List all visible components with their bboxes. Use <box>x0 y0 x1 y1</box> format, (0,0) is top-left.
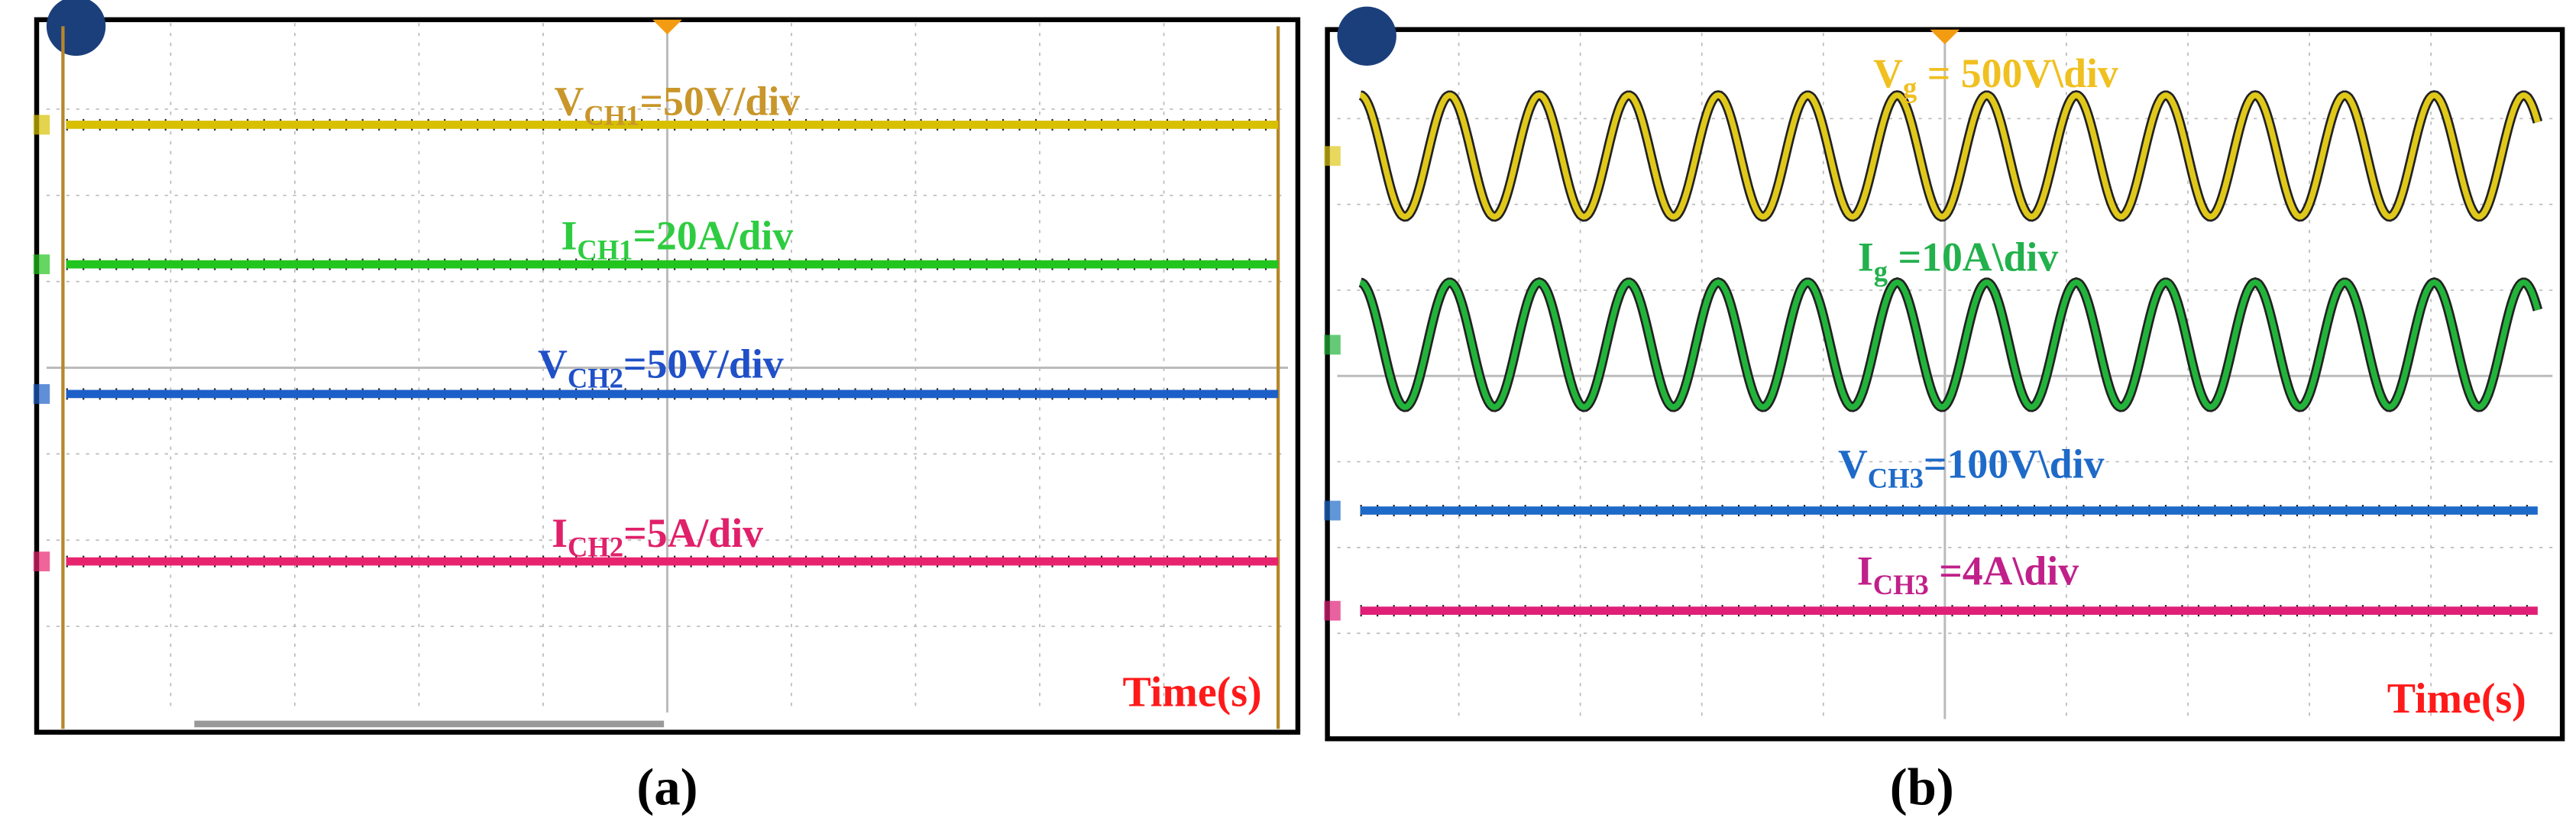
waveform <box>1359 279 2541 410</box>
trace-symbol: V <box>555 78 584 124</box>
trace-symbol: I <box>1858 234 1874 280</box>
channel-marker <box>33 115 50 135</box>
trigger-icon <box>1930 29 1960 45</box>
panel-caption: (b) <box>1890 758 1954 816</box>
trace-subscript: CH3 <box>1873 569 1929 600</box>
trace-label: ICH3 =4A\div <box>1857 548 2079 600</box>
trace-scale: =50V/div <box>623 341 784 386</box>
channel-marker <box>1324 335 1341 355</box>
trigger-icon <box>652 19 682 35</box>
trace-label: VCH3=100V\div <box>1838 441 2105 494</box>
trace-symbol: V <box>538 341 568 386</box>
trace-scale: = 500V\div <box>1917 50 2118 96</box>
channel-marker <box>1324 600 1341 621</box>
channel-marker <box>33 551 50 572</box>
trace-symbol: I <box>1857 548 1873 593</box>
trace-subscript: g <box>1874 256 1888 287</box>
trace-subscript: g <box>1903 72 1917 103</box>
scope-marker <box>1337 6 1396 66</box>
panel-caption: (a) <box>636 758 697 816</box>
channel-marker <box>33 384 50 404</box>
trace-scale: =100V\div <box>1924 441 2105 487</box>
trace-symbol: I <box>552 510 568 556</box>
channel-marker <box>1324 146 1341 166</box>
trace-subscript: CH3 <box>1868 462 1924 493</box>
trace-subscript: CH2 <box>568 362 623 393</box>
channel-marker <box>1324 500 1341 521</box>
channel-marker <box>33 254 50 274</box>
scope-panel: VCH1=50V/divICH1=20A/divVCH2=50V/divICH2… <box>33 0 1301 735</box>
time-label: Time(s) <box>2387 675 2526 722</box>
trace-symbol: V <box>1838 441 1868 487</box>
trace-label: ICH1=20A/div <box>561 213 793 266</box>
trace-scale: =50V/div <box>639 78 800 124</box>
trace-scale: =4A\div <box>1929 548 2079 593</box>
trace-subscript: CH1 <box>584 99 639 131</box>
trace-subscript: CH2 <box>568 532 623 563</box>
trace-symbol: V <box>1873 50 1903 96</box>
trace-scale: =20A/div <box>633 213 793 259</box>
trace-label: VCH1=50V/div <box>555 78 801 131</box>
trace-scale: =10A\div <box>1888 234 2058 280</box>
waveform <box>1359 92 2541 220</box>
time-label: Time(s) <box>1123 668 1262 716</box>
trace-label: Vg = 500V\div <box>1873 50 2118 103</box>
trace-label: Ig =10A\div <box>1858 234 2059 287</box>
trace-scale: =5A/div <box>623 510 763 556</box>
trace-label: ICH2=5A/div <box>552 510 763 563</box>
trace-subscript: CH1 <box>577 234 633 266</box>
trace-symbol: I <box>561 213 577 259</box>
trace-label: VCH2=50V/div <box>538 341 784 393</box>
